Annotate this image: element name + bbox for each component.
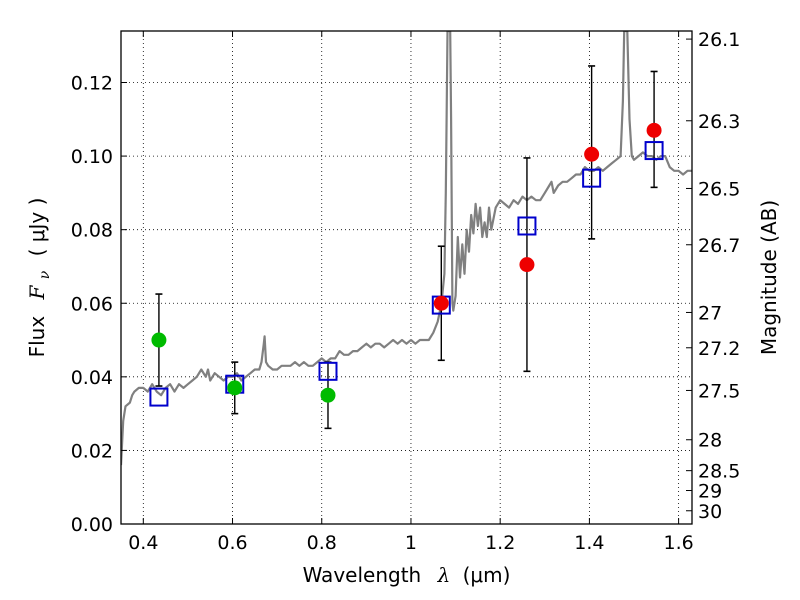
right-axis-tick-label: 30 [698, 501, 722, 523]
y-axis-label-symbol: F [25, 284, 49, 300]
ticks-layer: 0.4 0.6 0.8 1 1.2 1.4 1.6 0.00 0.02 0.04 0.06 0.08 0… [71, 29, 741, 554]
spectrum-line [121, 31, 692, 466]
plot-frame [120, 30, 693, 525]
right-axis-label: Magnitude (AB) [757, 200, 781, 355]
y-tick-label: 0.06 [71, 293, 113, 315]
y-axis-label: Flux F ν ( μJy ) [25, 198, 54, 358]
right-axis-tick-label: 26.5 [698, 178, 740, 200]
right-axis-tick-label: 26.3 [698, 111, 740, 133]
model-square-marker [517, 216, 537, 236]
model-square-marker [582, 168, 602, 188]
x-tick-label: 0.6 [217, 532, 247, 554]
x-axis-label-unit: (μm) [463, 563, 511, 587]
x-tick-label: 0.8 [307, 532, 337, 554]
x-tick-label: 1 [405, 532, 417, 554]
right-axis-tick-label: 27.2 [698, 338, 740, 360]
observed-point-marker [519, 257, 535, 273]
error-bars-layer [155, 65, 658, 430]
model-square-marker [149, 387, 169, 407]
observed-point-marker [646, 122, 662, 138]
spectrum-layer [121, 31, 692, 466]
observed-point-marker [320, 387, 336, 403]
right-axis-tick-label: 26.7 [698, 235, 740, 257]
y-axis-label-subscript: ν [37, 270, 53, 279]
x-tick-label: 1.6 [664, 532, 694, 554]
model-square-marker [318, 361, 338, 381]
grid-lines [121, 31, 692, 525]
x-axis-label: Wavelength λ (μm) [303, 563, 511, 587]
x-axis-label-symbol: λ [437, 563, 451, 587]
x-tick-label: 1.4 [574, 532, 604, 554]
right-axis-tick-label: 27.5 [698, 380, 740, 402]
right-axis-tick-label: 29 [698, 481, 722, 503]
y-tick-label: 0.12 [71, 73, 113, 95]
observed-point-marker [227, 380, 243, 396]
y-tick-label: 0.02 [71, 440, 113, 462]
y-tick-label: 0.10 [71, 146, 113, 168]
model-square-marker [644, 141, 664, 161]
observed-point-marker [584, 146, 600, 162]
observed-point-marker [151, 332, 167, 348]
y-tick-label: 0.04 [71, 367, 113, 389]
right-axis-tick-label: 28 [698, 430, 722, 452]
markers-layer [149, 122, 664, 407]
y-axis-label-text: Flux [25, 316, 49, 358]
right-axis-tick-label: 26.1 [698, 29, 740, 51]
right-axis-tick-label: 27 [698, 302, 722, 324]
y-tick-label: 0.00 [71, 514, 113, 536]
x-tick-label: 0.4 [128, 532, 158, 554]
observed-point-marker [433, 295, 449, 311]
y-tick-label: 0.08 [71, 220, 113, 242]
x-axis-label-text: Wavelength [303, 563, 422, 587]
right-axis-tick-label: 28.5 [698, 461, 740, 483]
y-axis-label-unit: ( μJy ) [25, 198, 49, 257]
x-tick-label: 1.2 [485, 532, 515, 554]
